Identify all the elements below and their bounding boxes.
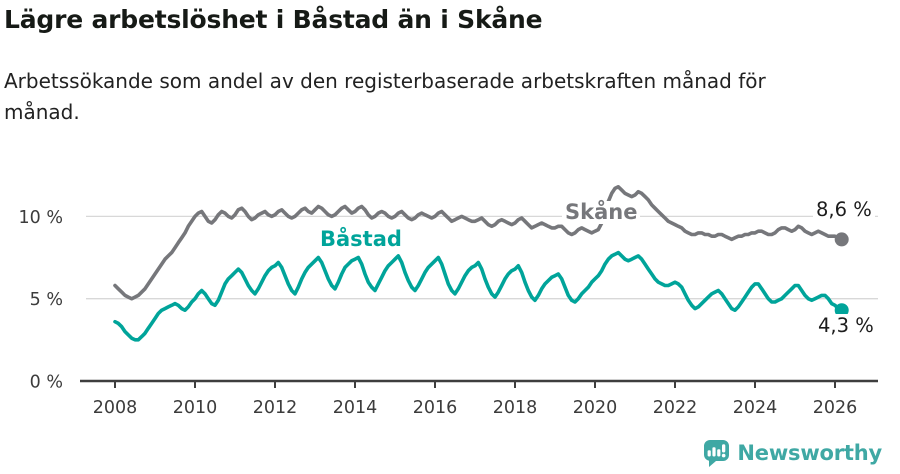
x-tick-label: 2024 [733, 398, 778, 418]
chart-subtitle: Arbetssökande som andel av den registerb… [4, 69, 766, 124]
x-tick-label: 2010 [173, 398, 218, 418]
x-tick-label: 2022 [653, 398, 698, 418]
y-tick-label: 10 % [19, 208, 63, 228]
x-tick-label: 2014 [333, 398, 378, 418]
newsworthy-logo-text: Newsworthy [737, 441, 882, 465]
page-title: Lägre arbetslöshet i Båstad än i Skåne [4, 5, 543, 34]
series-label-bastad: Båstad [317, 228, 405, 251]
bar-chart-speech-bubble-icon [704, 440, 730, 467]
series-line-skåne [113, 184, 844, 301]
series-end-dot-båstad [834, 303, 849, 318]
series-line-båstad [113, 250, 844, 342]
x-tick-label: 2012 [253, 398, 298, 418]
y-tick-label: 0 % [30, 373, 63, 393]
unemployment-line-chart: 0 % 5 % 10 % 2008 2010 2012 2014 2016 2018 2020 20… [19, 184, 878, 418]
x-tick-label: 2008 [93, 398, 138, 418]
end-value-label-bastad: 4,3 % [815, 314, 877, 337]
series-label-skane: Skåne [562, 201, 641, 224]
end-value-label-skane: 8,6 % [813, 198, 875, 221]
series-end-dot-skåne [834, 232, 849, 247]
x-tick-label: 2018 [493, 398, 538, 418]
x-tick-label: 2026 [813, 398, 858, 418]
newsworthy-logo: Newsworthy [703, 439, 882, 467]
x-tick-label: 2016 [413, 398, 458, 418]
x-tick-label: 2020 [573, 398, 618, 418]
y-tick-label: 5 % [30, 290, 63, 310]
